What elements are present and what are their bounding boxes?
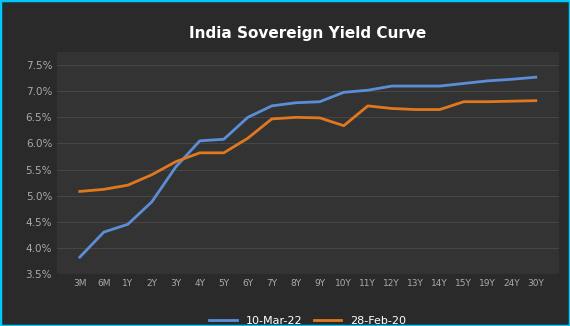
28-Feb-20 bbox=[268, 117, 275, 121]
10-Mar-22 bbox=[316, 100, 323, 104]
28-Feb-20 bbox=[340, 124, 347, 128]
10-Mar-22 bbox=[484, 79, 491, 83]
28-Feb-20 bbox=[437, 108, 443, 111]
10-Mar-22 bbox=[437, 84, 443, 88]
10-Mar-22 bbox=[340, 90, 347, 94]
10-Mar-22 bbox=[461, 82, 467, 85]
10-Mar-22 bbox=[76, 255, 83, 259]
10-Mar-22 bbox=[245, 115, 251, 119]
28-Feb-20 bbox=[148, 173, 155, 177]
10-Mar-22 bbox=[197, 139, 203, 143]
28-Feb-20 bbox=[100, 187, 107, 191]
10-Mar-22 bbox=[388, 84, 395, 88]
10-Mar-22 bbox=[292, 101, 299, 105]
Line: 28-Feb-20: 28-Feb-20 bbox=[80, 101, 536, 191]
28-Feb-20 bbox=[532, 99, 539, 103]
28-Feb-20 bbox=[76, 189, 83, 193]
28-Feb-20 bbox=[508, 99, 515, 103]
28-Feb-20 bbox=[221, 151, 227, 155]
28-Feb-20 bbox=[292, 115, 299, 119]
10-Mar-22 bbox=[532, 75, 539, 79]
28-Feb-20 bbox=[172, 160, 179, 164]
10-Mar-22 bbox=[412, 84, 419, 88]
10-Mar-22 bbox=[268, 104, 275, 108]
10-Mar-22 bbox=[508, 77, 515, 81]
Line: 10-Mar-22: 10-Mar-22 bbox=[80, 77, 536, 257]
28-Feb-20 bbox=[316, 116, 323, 120]
28-Feb-20 bbox=[124, 183, 131, 187]
10-Mar-22 bbox=[221, 137, 227, 141]
28-Feb-20 bbox=[245, 136, 251, 140]
10-Mar-22 bbox=[100, 230, 107, 234]
28-Feb-20 bbox=[461, 100, 467, 104]
Legend: 10-Mar-22, 28-Feb-20: 10-Mar-22, 28-Feb-20 bbox=[205, 311, 411, 326]
28-Feb-20 bbox=[364, 104, 371, 108]
28-Feb-20 bbox=[484, 100, 491, 104]
10-Mar-22 bbox=[172, 165, 179, 169]
Title: India Sovereign Yield Curve: India Sovereign Yield Curve bbox=[189, 26, 426, 41]
10-Mar-22 bbox=[148, 200, 155, 204]
10-Mar-22 bbox=[364, 88, 371, 92]
28-Feb-20 bbox=[388, 107, 395, 111]
10-Mar-22 bbox=[124, 222, 131, 226]
28-Feb-20 bbox=[197, 151, 203, 155]
28-Feb-20 bbox=[412, 108, 419, 111]
